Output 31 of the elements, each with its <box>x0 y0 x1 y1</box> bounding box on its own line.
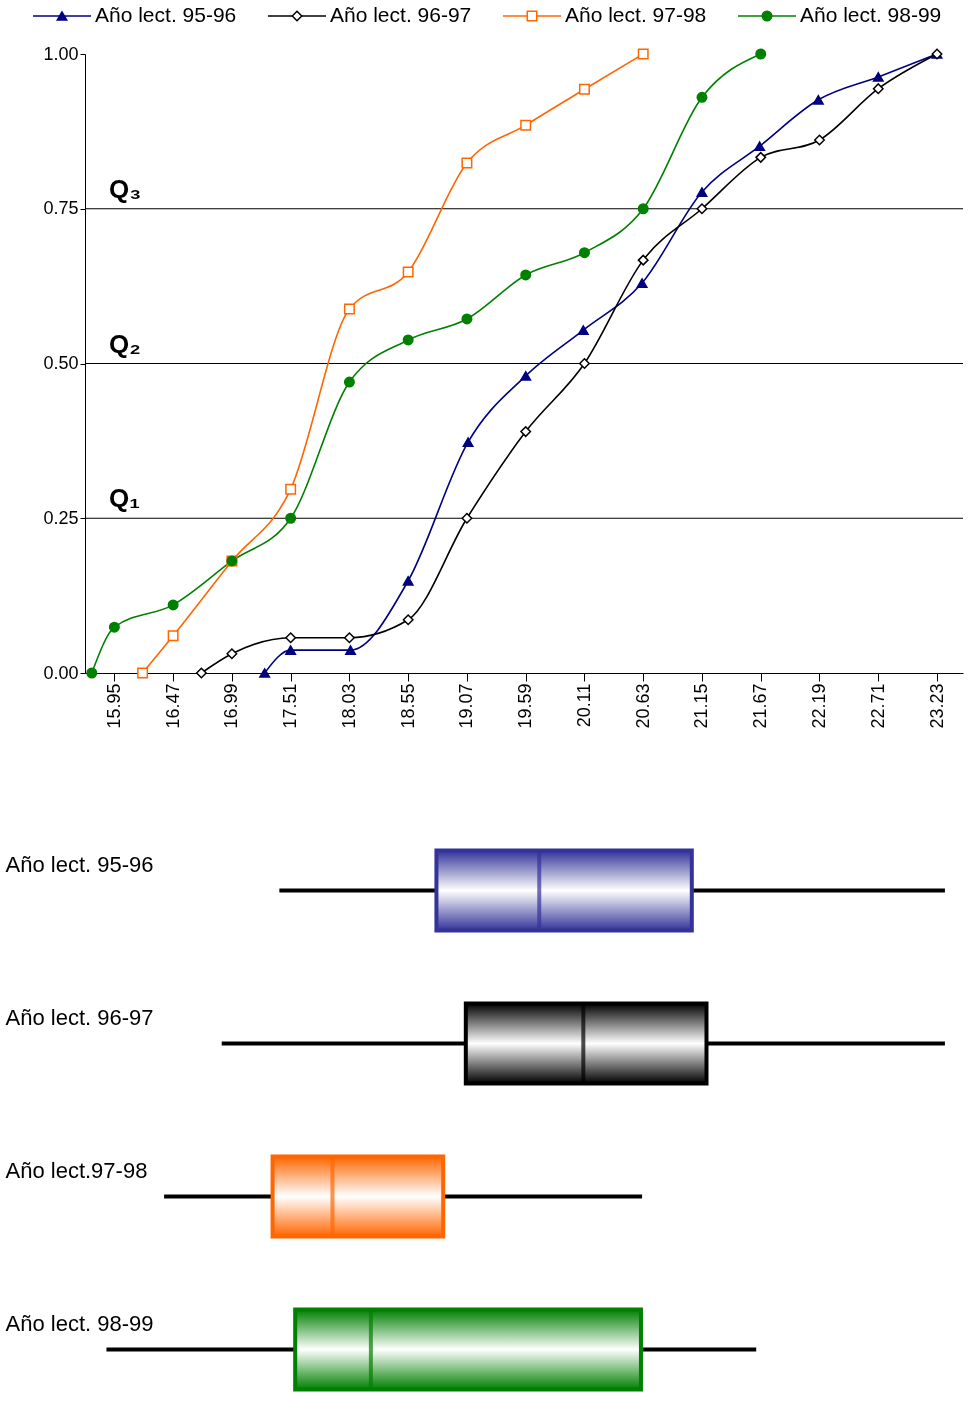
y-tick-label: Año lect. 98-99 <box>5 1310 154 1336</box>
x-tick-label: 22.19 <box>808 683 829 729</box>
x-tick-label: 18.03 <box>338 683 359 729</box>
ref-line-label: Q₃ <box>109 173 142 204</box>
x-tick-label: 19.59 <box>515 683 536 729</box>
x-tick-label: 16.99 <box>221 683 242 729</box>
y-tick-label: Año lect.97-98 <box>5 1157 148 1183</box>
x-tick-label: 20.63 <box>632 683 653 729</box>
x-tick-label: 15.95 <box>103 683 124 729</box>
x-tick-label: 23.23 <box>926 683 947 729</box>
y-tick-label: Año lect. 95-96 <box>5 851 154 877</box>
x-tick-label: 18.55 <box>397 683 418 729</box>
x-tick-label: 17.51 <box>280 683 301 729</box>
legend-label: Año lect. 96-97 <box>330 3 472 26</box>
legend-label: Año lect. 97-98 <box>565 3 707 26</box>
y-tick-label: 0.00 <box>43 662 79 683</box>
ref-line-label: Q₂ <box>109 328 141 359</box>
y-tick-label: 0.50 <box>43 353 79 373</box>
ref-line-label: Q₁ <box>109 483 140 514</box>
x-tick-label: 19.07 <box>456 683 477 729</box>
x-tick-label: 16.47 <box>162 683 183 729</box>
x-tick-label: 21.15 <box>691 683 712 729</box>
y-tick-label: 1.00 <box>43 43 79 64</box>
legend-label: Año lect. 98-99 <box>800 3 942 26</box>
x-tick-label: 22.71 <box>867 683 888 729</box>
legend-label: Año lect. 95-96 <box>95 3 237 26</box>
y-tick-label: Año lect. 96-97 <box>5 1004 154 1030</box>
y-tick-label: 0.25 <box>43 507 79 528</box>
y-tick-label: 0.75 <box>43 198 79 219</box>
x-tick-label: 21.67 <box>750 683 771 729</box>
x-tick-label: 20.11 <box>573 683 594 728</box>
